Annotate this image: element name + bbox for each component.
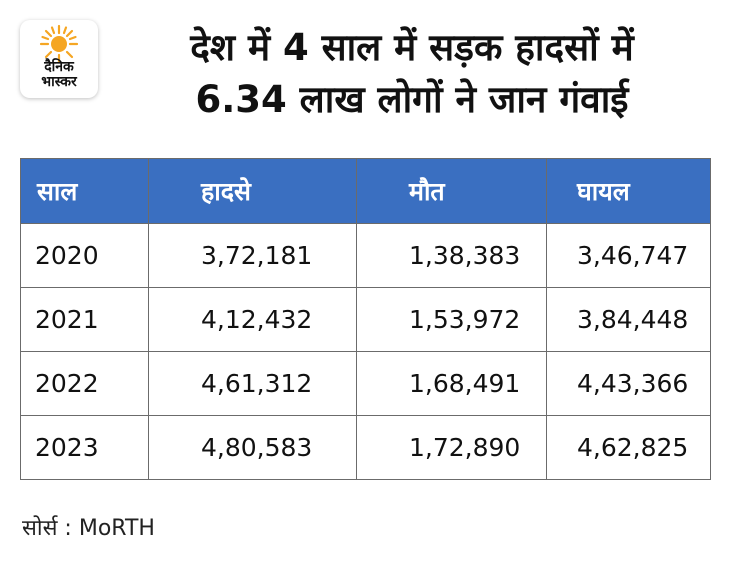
cell-year: 2022 bbox=[20, 351, 149, 416]
table-row: 2022 4,61,312 1,68,491 4,43,366 bbox=[20, 351, 711, 416]
cell-injured: 4,62,825 bbox=[546, 415, 711, 480]
title-line-1: देश में 4 साल में सड़क हादसों में bbox=[190, 26, 634, 69]
table-row: 2021 4,12,432 1,53,972 3,84,448 bbox=[20, 287, 711, 352]
cell-accidents: 3,72,181 bbox=[148, 223, 357, 288]
cell-accidents: 4,80,583 bbox=[148, 415, 357, 480]
header-year: साल bbox=[20, 158, 149, 224]
logo-line-2: भास्कर bbox=[41, 74, 77, 90]
cell-year: 2021 bbox=[20, 287, 149, 352]
sun-icon bbox=[39, 24, 79, 64]
page-title: देश में 4 साल में सड़क हादसों में 6.34 ल… bbox=[112, 22, 712, 126]
source-note: सोर्स : MoRTH bbox=[22, 516, 155, 541]
dainik-bhaskar-logo: दैनिक भास्कर bbox=[20, 20, 98, 98]
cell-injured: 4,43,366 bbox=[546, 351, 711, 416]
cell-year: 2020 bbox=[20, 223, 149, 288]
cell-deaths: 1,68,491 bbox=[356, 351, 547, 416]
header-accidents: हादसे bbox=[148, 158, 357, 224]
cell-deaths: 1,53,972 bbox=[356, 287, 547, 352]
cell-accidents: 4,12,432 bbox=[148, 287, 357, 352]
cell-injured: 3,46,747 bbox=[546, 223, 711, 288]
accidents-table: साल हादसे मौत घायल 2020 3,72,181 1,38,38… bbox=[20, 158, 711, 480]
cell-accidents: 4,61,312 bbox=[148, 351, 357, 416]
header-injured: घायल bbox=[546, 158, 711, 224]
logo-line-1: दैनिक bbox=[44, 59, 74, 75]
cell-deaths: 1,38,383 bbox=[356, 223, 547, 288]
header-deaths: मौत bbox=[356, 158, 547, 224]
table-header-row: साल हादसे मौत घायल bbox=[20, 158, 711, 224]
table-row: 2020 3,72,181 1,38,383 3,46,747 bbox=[20, 223, 711, 288]
cell-deaths: 1,72,890 bbox=[356, 415, 547, 480]
cell-year: 2023 bbox=[20, 415, 149, 480]
title-line-2: 6.34 लाख लोगों ने जान गंवाई bbox=[195, 78, 629, 121]
table-row: 2023 4,80,583 1,72,890 4,62,825 bbox=[20, 415, 711, 480]
cell-injured: 3,84,448 bbox=[546, 287, 711, 352]
